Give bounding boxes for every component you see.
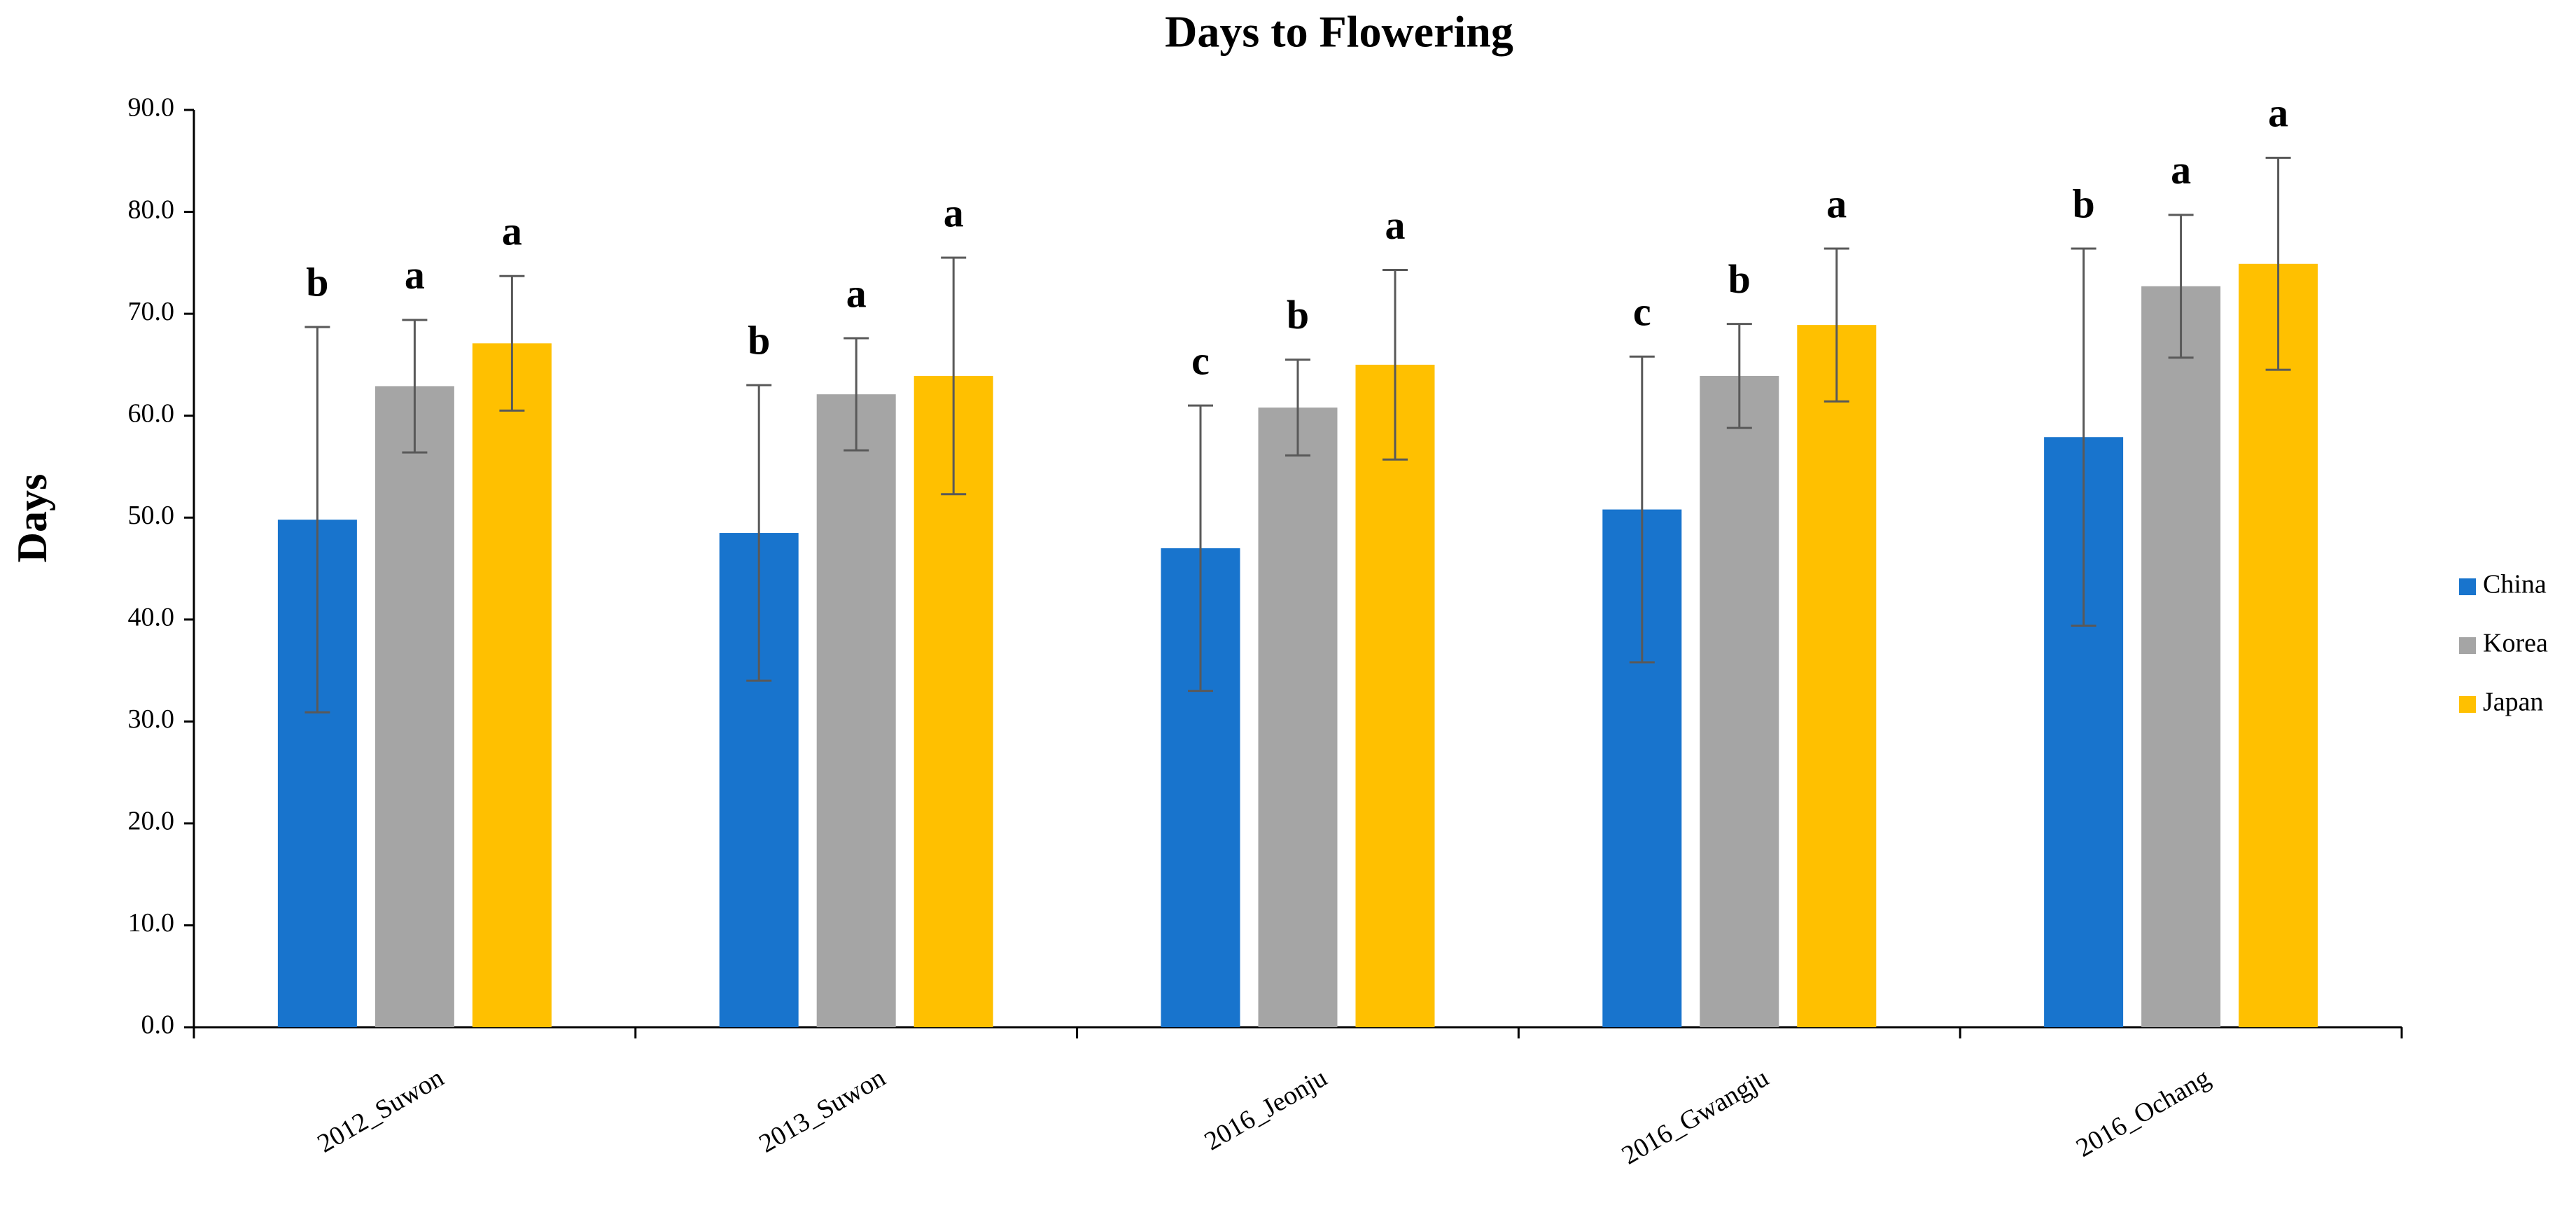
x-tick-label: 2012_Suwon (313, 1063, 449, 1159)
significance-letter: b (1287, 292, 1309, 338)
x-tick-label: 2016_Ochang (2071, 1063, 2216, 1163)
significance-letter: a (502, 209, 522, 254)
chart-title: Days to Flowering (1165, 7, 1513, 57)
y-tick-label: 20.0 (128, 807, 175, 836)
error-bar (402, 319, 428, 454)
error-bar (2071, 247, 2096, 627)
legend-label: Korea (2483, 629, 2548, 658)
significance-letter: b (1728, 256, 1751, 302)
y-tick-label: 60.0 (128, 398, 175, 428)
y-tick-label: 50.0 (128, 501, 175, 530)
bar (1258, 408, 1338, 1027)
significance-letter: c (1191, 338, 1210, 383)
error-bar (1285, 359, 1310, 457)
legend-label: China (2483, 570, 2547, 599)
error-bar (499, 274, 525, 412)
error-bar (746, 384, 772, 682)
bar (472, 343, 552, 1027)
y-tick-label: 80.0 (128, 195, 175, 224)
bar (816, 394, 896, 1027)
significance-letter: a (1826, 181, 1847, 226)
bar (2141, 286, 2221, 1028)
legend-swatch (2459, 696, 2476, 713)
error-bar (2168, 214, 2194, 359)
y-tick-label: 70.0 (128, 297, 175, 326)
y-tick-label: 0.0 (141, 1010, 175, 1040)
error-bar (304, 326, 330, 714)
significance-letter: b (2072, 181, 2094, 226)
x-tick-label: 2013_Suwon (754, 1063, 890, 1159)
significance-letter: b (748, 317, 770, 363)
bar (1355, 364, 1435, 1027)
significance-letter: a (1385, 202, 1406, 248)
legend-label: Japan (2483, 688, 2544, 717)
significance-letter: a (405, 252, 425, 298)
bar (1797, 325, 1877, 1028)
legend-swatch (2459, 637, 2476, 654)
bar (1700, 375, 1779, 1027)
legend-swatch (2459, 578, 2476, 595)
y-tick-label: 30.0 (128, 704, 175, 734)
error-bar (1629, 355, 1655, 664)
error-bar (844, 337, 869, 452)
significance-letter: a (846, 270, 867, 316)
significance-letter: a (2171, 147, 2191, 193)
error-bar (1726, 323, 1752, 429)
error-bar (2265, 156, 2291, 371)
y-tick-label: 10.0 (128, 908, 175, 938)
significance-letter: b (306, 259, 328, 305)
significance-letter: c (1633, 289, 1651, 335)
error-bar (1188, 404, 1213, 693)
y-axis-label: Days (9, 474, 55, 563)
bar (374, 386, 454, 1027)
x-tick-label: 2016_Jeonju (1200, 1063, 1332, 1156)
error-bar (941, 256, 967, 496)
significance-letter: a (2268, 90, 2288, 136)
x-tick-label: 2016_Gwangju (1617, 1063, 1774, 1171)
bar (2239, 263, 2318, 1028)
error-bar (1823, 247, 1849, 403)
y-tick-label: 40.0 (128, 602, 175, 632)
error-bar (1382, 269, 1408, 461)
significance-letter: a (944, 190, 964, 235)
y-tick-label: 90.0 (128, 93, 175, 123)
